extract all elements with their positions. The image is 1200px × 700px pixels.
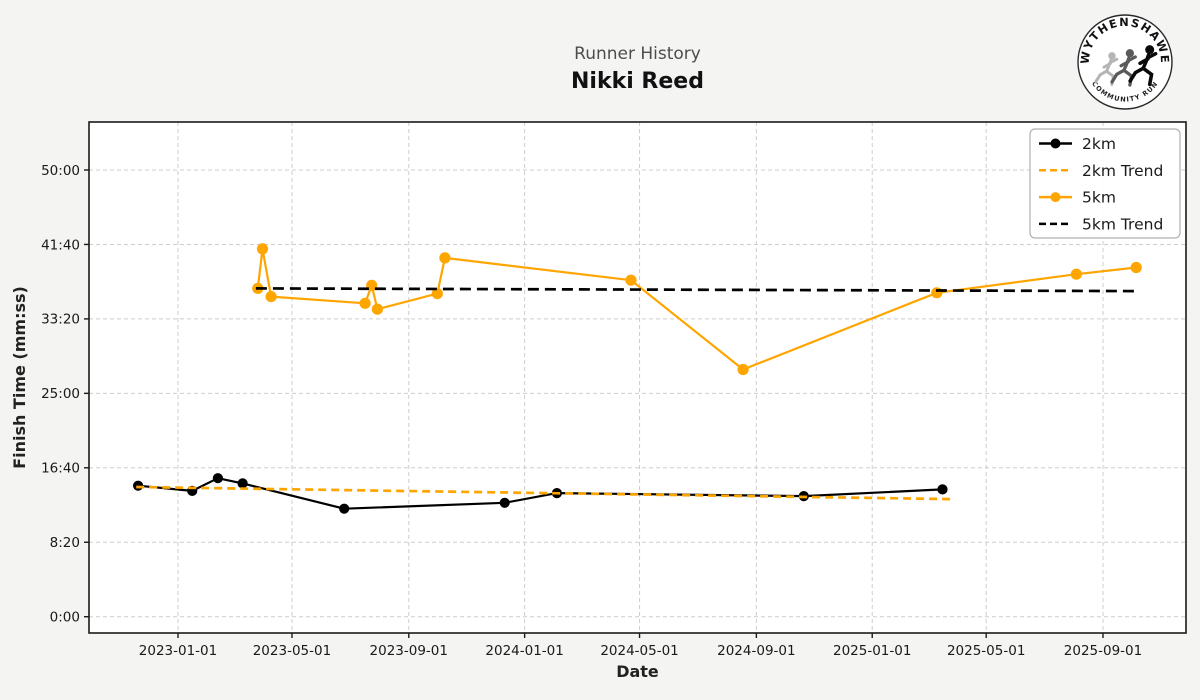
series-2km-trend [136,485,951,501]
data-point-marker [931,287,943,299]
data-point-marker [431,288,443,300]
y-tick-label: 8:20 [50,535,80,551]
runner-front-arm [1108,57,1119,64]
legend-label: 2km Trend [1082,162,1163,180]
runner-icon-dark [1128,45,1158,87]
runner-back-leg [1110,68,1126,84]
x-tick-label: 2024-09-01 [717,643,795,659]
x-tick-labels: 2023-01-01 2023-05-01 2023-09-01 2024-01-01… [139,643,1142,659]
legend-marker [1050,192,1061,203]
y-tick-label: 0:00 [50,610,80,626]
data-point-marker [339,503,350,514]
x-tick-label: 2023-01-01 [139,643,217,659]
runner-head [1108,52,1116,60]
data-point-marker [1070,268,1082,280]
data-point-marker [737,363,749,376]
series-5km-trend [255,287,1137,293]
legend-box [1029,128,1181,239]
series-line [136,485,951,501]
legend-label: 5km [1082,189,1116,207]
runner-back-leg [1094,69,1109,84]
runner-front-arm [1146,51,1158,60]
x-tick-label: 2024-01-01 [485,643,563,659]
y-axis-label: Finish Time (mm:ss) [10,286,29,469]
x-tick-label: 2025-01-01 [833,643,911,659]
y-tick-label: 41:40 [41,237,80,253]
runner-icon-light [1094,52,1119,86]
gridlines [89,122,1186,633]
data-point-marker [371,303,383,315]
series-line [255,287,1137,293]
series-5km [252,243,1142,376]
data-point-marker [439,252,451,264]
runner-back-arm [1119,60,1130,68]
runner-back-leg [1128,66,1145,83]
data-point-marker [212,473,223,484]
legend: 2km 2km Trend 5km 5km Trend [1029,128,1181,239]
data-point-marker [499,497,510,508]
x-tick-label: 2025-09-01 [1064,643,1142,659]
legend-label: 2km [1082,135,1116,153]
y-tick-label: 50:00 [41,163,80,179]
data-point-marker [937,484,948,495]
legend-marker [1050,138,1061,149]
data-point-marker [625,274,637,286]
axes-spines [88,121,1187,634]
x-tick-label: 2023-09-01 [370,643,448,659]
y-tick-labels: 0:00 8:20 16:40 25:00 33:20 41:40 50:00 [41,163,80,626]
x-axis-label: Date [616,662,659,681]
legend-item-2km-trend: 2km Trend [1039,162,1163,180]
x-tick-label: 2024-05-01 [600,643,678,659]
x-tick-label: 2023-05-01 [253,643,331,659]
data-point-marker [256,243,269,255]
legend-item-2km: 2km [1039,135,1116,153]
runner-front-arm [1126,55,1137,63]
plot-area [89,122,1186,633]
y-tick-label: 25:00 [41,386,80,402]
legend-item-5km: 5km [1039,189,1116,207]
data-point-marker [265,291,277,303]
tick-marks [84,169,1104,638]
runner-head [1125,49,1134,58]
y-tick-label: 16:40 [41,461,80,477]
data-point-marker [1130,261,1142,274]
data-point-marker [359,297,371,309]
x-tick-label: 2025-05-01 [947,643,1025,659]
legend-label: 5km Trend [1082,215,1163,233]
runner-head [1145,45,1155,55]
y-tick-label: 33:20 [41,312,80,328]
runner-back-arm [1138,57,1150,66]
data-point-marker [237,478,248,489]
legend-item-5km-trend: 5km Trend [1039,215,1163,233]
runner-back-arm [1102,62,1112,69]
runner-front-leg [1141,66,1154,87]
